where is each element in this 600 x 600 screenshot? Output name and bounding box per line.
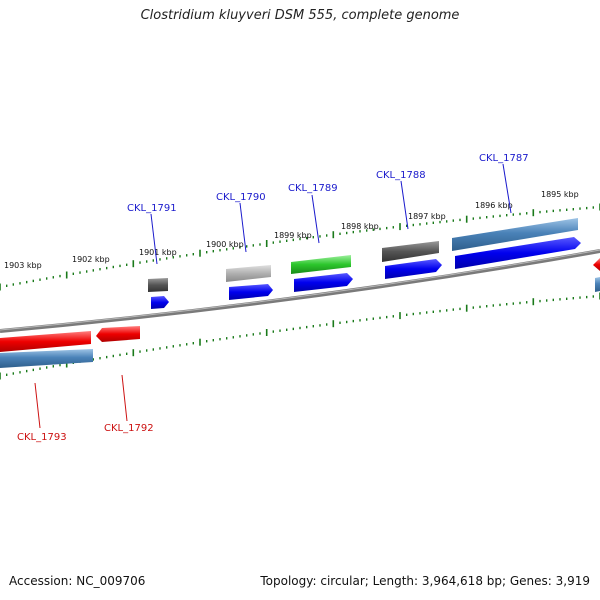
genome-backbone [0, 249, 600, 333]
feature-bar-ckl-1791[interactable] [148, 278, 168, 292]
feature-bar-partial-edge[interactable] [595, 277, 600, 292]
scale-label-1900: 1900 kbp [206, 240, 244, 249]
gene-label-ckl-1790[interactable]: CKL_1790 [216, 192, 266, 203]
cds-arrow-ckl-1791[interactable] [151, 296, 169, 309]
gene-callout-lines [34, 163, 512, 429]
feature-bar-ckl-1787[interactable] [452, 218, 578, 251]
accession-text: Accession: NC_009706 [9, 574, 146, 588]
gene-label-ckl-1791[interactable]: CKL_1791 [127, 203, 177, 214]
scale-label-1897: 1897 kbp [408, 212, 446, 221]
cds-arrow-ckl-1790[interactable] [229, 284, 273, 300]
feature-bar-ckl-1793[interactable] [0, 349, 93, 368]
cds-arrow-ckl-1789[interactable] [294, 273, 353, 292]
gene-labels: CKL_1787 CKL_1788 CKL_1789 CKL_1790 CKL_… [17, 153, 529, 443]
gene-label-ckl-1787[interactable]: CKL_1787 [479, 153, 529, 164]
gene-label-ckl-1789[interactable]: CKL_1789 [288, 183, 338, 194]
feature-bar-ckl-1789[interactable] [291, 255, 351, 274]
scale-ticks-forward [0, 203, 600, 291]
feature-bar-ckl-1790[interactable] [226, 265, 271, 282]
scale-labels: 1895 kbp 1896 kbp 1897 kbp 1898 kbp 1899… [4, 190, 579, 270]
feature-bar-ckl-1788[interactable] [382, 241, 439, 262]
scale-label-1901: 1901 kbp [139, 248, 177, 257]
cds-arrow-ckl-1793[interactable] [0, 331, 91, 352]
scale-label-1898: 1898 kbp [341, 222, 379, 231]
reverse-features [0, 277, 600, 368]
cds-arrow-partial-edge[interactable] [593, 258, 600, 271]
gene-label-ckl-1788[interactable]: CKL_1788 [376, 170, 426, 181]
forward-cds-arrows [151, 237, 600, 309]
gene-label-ckl-1793[interactable]: CKL_1793 [17, 432, 67, 443]
genome-summary-text: Topology: circular; Length: 3,964,618 bp… [260, 574, 590, 588]
scale-label-1903: 1903 kbp [4, 261, 42, 270]
map-title: Clostridium kluyveri DSM 555, complete g… [140, 8, 460, 23]
cds-arrow-ckl-1787[interactable] [455, 237, 581, 269]
forward-features [148, 218, 578, 292]
cds-arrow-ckl-1792[interactable] [96, 326, 140, 342]
scale-ticks-reverse [0, 292, 600, 380]
scale-label-1899: 1899 kbp [274, 231, 312, 240]
scale-label-1902: 1902 kbp [72, 255, 110, 264]
gene-label-ckl-1792[interactable]: CKL_1792 [104, 423, 154, 434]
cds-arrow-ckl-1788[interactable] [385, 259, 442, 279]
scale-label-1895: 1895 kbp [541, 190, 579, 199]
scale-label-1896: 1896 kbp [475, 201, 513, 210]
